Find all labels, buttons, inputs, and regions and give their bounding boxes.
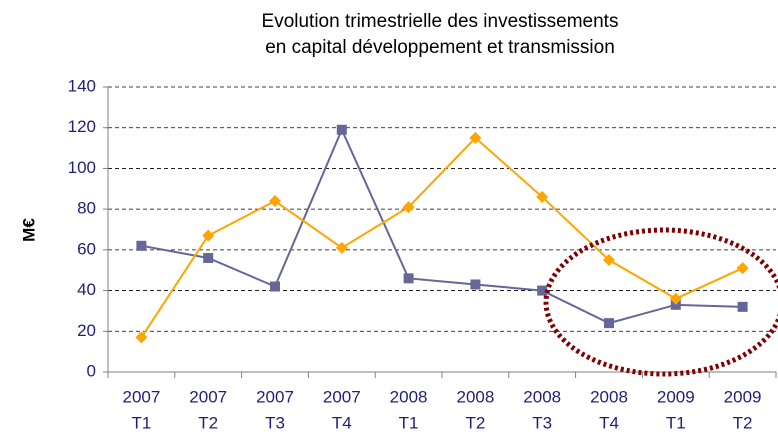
marker	[202, 229, 215, 242]
marker	[403, 273, 414, 284]
marker	[669, 292, 682, 305]
x-tick-label: T4	[332, 413, 352, 432]
x-tick-label: 2007	[122, 387, 160, 406]
y-tick-label: 120	[68, 117, 96, 136]
marker	[737, 301, 748, 312]
marker	[603, 254, 615, 267]
y-axis-label: M€	[19, 218, 38, 242]
x-tick-label: 2008	[456, 387, 494, 406]
marker	[670, 299, 681, 310]
plot-area: 0 20 40 60 80 100 120 140 2007 T1 2007 T2 2007 T3 2007…	[68, 76, 777, 432]
y-tick-label: 100	[68, 158, 96, 177]
series-line	[140, 136, 744, 338]
series-line	[141, 127, 743, 325]
chart-title: en capital développement et transmission	[265, 37, 615, 58]
marker	[537, 285, 548, 296]
x-tick-label: T2	[198, 413, 218, 432]
y-tick-label: 40	[77, 280, 96, 299]
highlight-ellipse	[543, 227, 778, 377]
x-tick-label: 2007	[189, 387, 227, 406]
chart-title: Evolution trimestrielle des investisseme…	[262, 11, 619, 32]
x-tick-label: 2008	[390, 387, 428, 406]
marker	[336, 124, 347, 135]
x-tick-label: T4	[599, 413, 619, 432]
marker	[604, 318, 614, 329]
marker	[270, 281, 280, 292]
marker	[469, 131, 482, 144]
marker	[335, 241, 348, 254]
x-tick-label: T1	[131, 413, 151, 432]
marker	[736, 262, 749, 275]
x-tick-label: 2008	[590, 387, 628, 406]
y-tick-label: 60	[77, 239, 96, 258]
marker	[203, 253, 214, 263]
marker	[470, 279, 481, 290]
marker	[402, 201, 415, 214]
x-tick-label: 2007	[323, 387, 361, 406]
x-tick-label: 2009	[724, 387, 762, 406]
marker	[136, 240, 147, 251]
y-tick-label: 140	[68, 76, 96, 95]
x-tick-label: 2009	[657, 387, 695, 406]
x-tick-label: T1	[399, 413, 419, 432]
x-tick-label: T2	[733, 413, 753, 432]
x-tick-label: T2	[465, 413, 485, 432]
marker	[269, 195, 281, 207]
x-tick-label: T3	[532, 413, 552, 432]
y-tick-label: 80	[77, 199, 96, 218]
marker	[135, 331, 148, 344]
x-tick-label: T1	[666, 413, 686, 432]
y-tick-label: 0	[87, 361, 96, 380]
x-tick-label: T3	[265, 413, 285, 432]
x-tick-label: 2007	[256, 387, 294, 406]
marker	[536, 190, 549, 203]
x-tick-label: 2008	[523, 387, 561, 406]
y-tick-label: 20	[77, 321, 96, 340]
